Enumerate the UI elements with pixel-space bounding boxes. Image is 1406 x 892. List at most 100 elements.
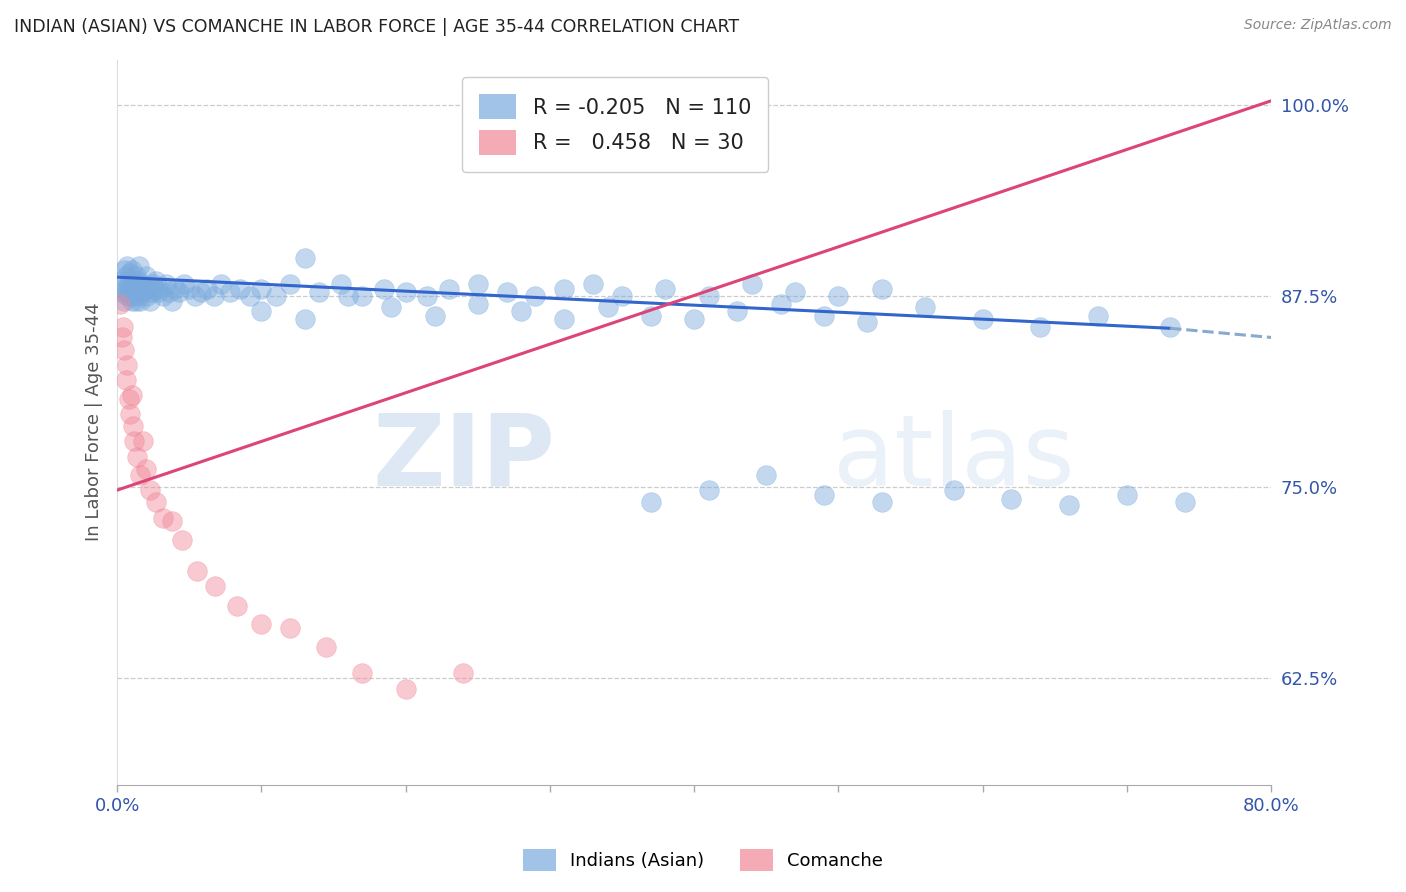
Point bbox=[250, 304, 273, 318]
Point bbox=[112, 343, 135, 357]
Point bbox=[141, 285, 163, 299]
Point bbox=[149, 282, 172, 296]
Point bbox=[640, 495, 662, 509]
Point bbox=[118, 392, 141, 406]
Point bbox=[250, 617, 273, 632]
Point bbox=[128, 259, 150, 273]
Point bbox=[121, 293, 143, 308]
Point bbox=[697, 483, 720, 497]
Text: ZIP: ZIP bbox=[373, 410, 555, 507]
Point bbox=[218, 285, 240, 299]
Point bbox=[115, 269, 138, 284]
Point bbox=[524, 289, 547, 303]
Point bbox=[128, 289, 150, 303]
Point bbox=[336, 289, 359, 303]
Point bbox=[132, 434, 155, 449]
Text: Source: ZipAtlas.com: Source: ZipAtlas.com bbox=[1244, 18, 1392, 32]
Point bbox=[110, 285, 132, 299]
Y-axis label: In Labor Force | Age 35-44: In Labor Force | Age 35-44 bbox=[86, 303, 103, 541]
Point bbox=[122, 282, 145, 296]
Point bbox=[179, 282, 201, 296]
Point bbox=[725, 304, 748, 318]
Point bbox=[152, 289, 174, 303]
Text: INDIAN (ASIAN) VS COMANCHE IN LABOR FORCE | AGE 35-44 CORRELATION CHART: INDIAN (ASIAN) VS COMANCHE IN LABOR FORC… bbox=[14, 18, 740, 36]
Point bbox=[596, 300, 619, 314]
Point bbox=[160, 293, 183, 308]
Point bbox=[139, 293, 162, 308]
Point bbox=[785, 285, 807, 299]
Point bbox=[118, 289, 141, 303]
Point bbox=[204, 579, 226, 593]
Point bbox=[352, 289, 374, 303]
Point bbox=[115, 373, 138, 387]
Legend: R = -0.205   N = 110, R =   0.458   N = 30: R = -0.205 N = 110, R = 0.458 N = 30 bbox=[463, 78, 768, 172]
Point bbox=[610, 289, 633, 303]
Point bbox=[813, 488, 835, 502]
Point bbox=[152, 510, 174, 524]
Point bbox=[229, 282, 252, 296]
Point bbox=[416, 289, 439, 303]
Point bbox=[1159, 319, 1181, 334]
Point bbox=[195, 282, 218, 296]
Point bbox=[136, 289, 159, 303]
Point bbox=[769, 297, 792, 311]
Point bbox=[553, 282, 575, 296]
Point bbox=[127, 282, 149, 296]
Point bbox=[124, 277, 146, 291]
Point bbox=[553, 312, 575, 326]
Point bbox=[125, 269, 148, 284]
Point bbox=[124, 434, 146, 449]
Point bbox=[1057, 499, 1080, 513]
Point bbox=[264, 289, 287, 303]
Point bbox=[308, 285, 330, 299]
Point bbox=[108, 274, 131, 288]
Point bbox=[856, 315, 879, 329]
Point bbox=[1115, 488, 1137, 502]
Point bbox=[155, 277, 177, 291]
Point bbox=[239, 289, 262, 303]
Point bbox=[914, 300, 936, 314]
Point bbox=[373, 282, 395, 296]
Point bbox=[117, 282, 139, 296]
Point bbox=[129, 467, 152, 482]
Point bbox=[186, 564, 208, 578]
Point bbox=[683, 98, 706, 112]
Point bbox=[654, 282, 676, 296]
Point bbox=[121, 388, 143, 402]
Point bbox=[827, 289, 849, 303]
Point bbox=[395, 681, 418, 696]
Point bbox=[142, 277, 165, 291]
Point bbox=[167, 285, 190, 299]
Point bbox=[163, 282, 186, 296]
Point bbox=[467, 297, 489, 311]
Point bbox=[124, 289, 146, 303]
Point bbox=[697, 289, 720, 303]
Point bbox=[129, 293, 152, 308]
Point bbox=[145, 495, 167, 509]
Point bbox=[380, 300, 402, 314]
Point bbox=[755, 467, 778, 482]
Point bbox=[813, 309, 835, 323]
Legend: Indians (Asian), Comanche: Indians (Asian), Comanche bbox=[516, 842, 890, 879]
Point bbox=[870, 495, 893, 509]
Point bbox=[122, 285, 145, 299]
Point bbox=[453, 666, 475, 681]
Point bbox=[437, 282, 460, 296]
Point bbox=[111, 282, 134, 296]
Point bbox=[1000, 492, 1022, 507]
Point bbox=[120, 285, 142, 299]
Point bbox=[202, 289, 225, 303]
Point bbox=[131, 285, 153, 299]
Point bbox=[122, 419, 145, 434]
Point bbox=[278, 620, 301, 634]
Point bbox=[640, 309, 662, 323]
Point bbox=[112, 263, 135, 277]
Text: atlas: atlas bbox=[832, 410, 1074, 507]
Point bbox=[108, 297, 131, 311]
Point bbox=[395, 285, 418, 299]
Point bbox=[329, 277, 352, 291]
Point bbox=[1173, 495, 1195, 509]
Point bbox=[467, 277, 489, 291]
Point bbox=[1087, 309, 1109, 323]
Point bbox=[135, 461, 157, 475]
